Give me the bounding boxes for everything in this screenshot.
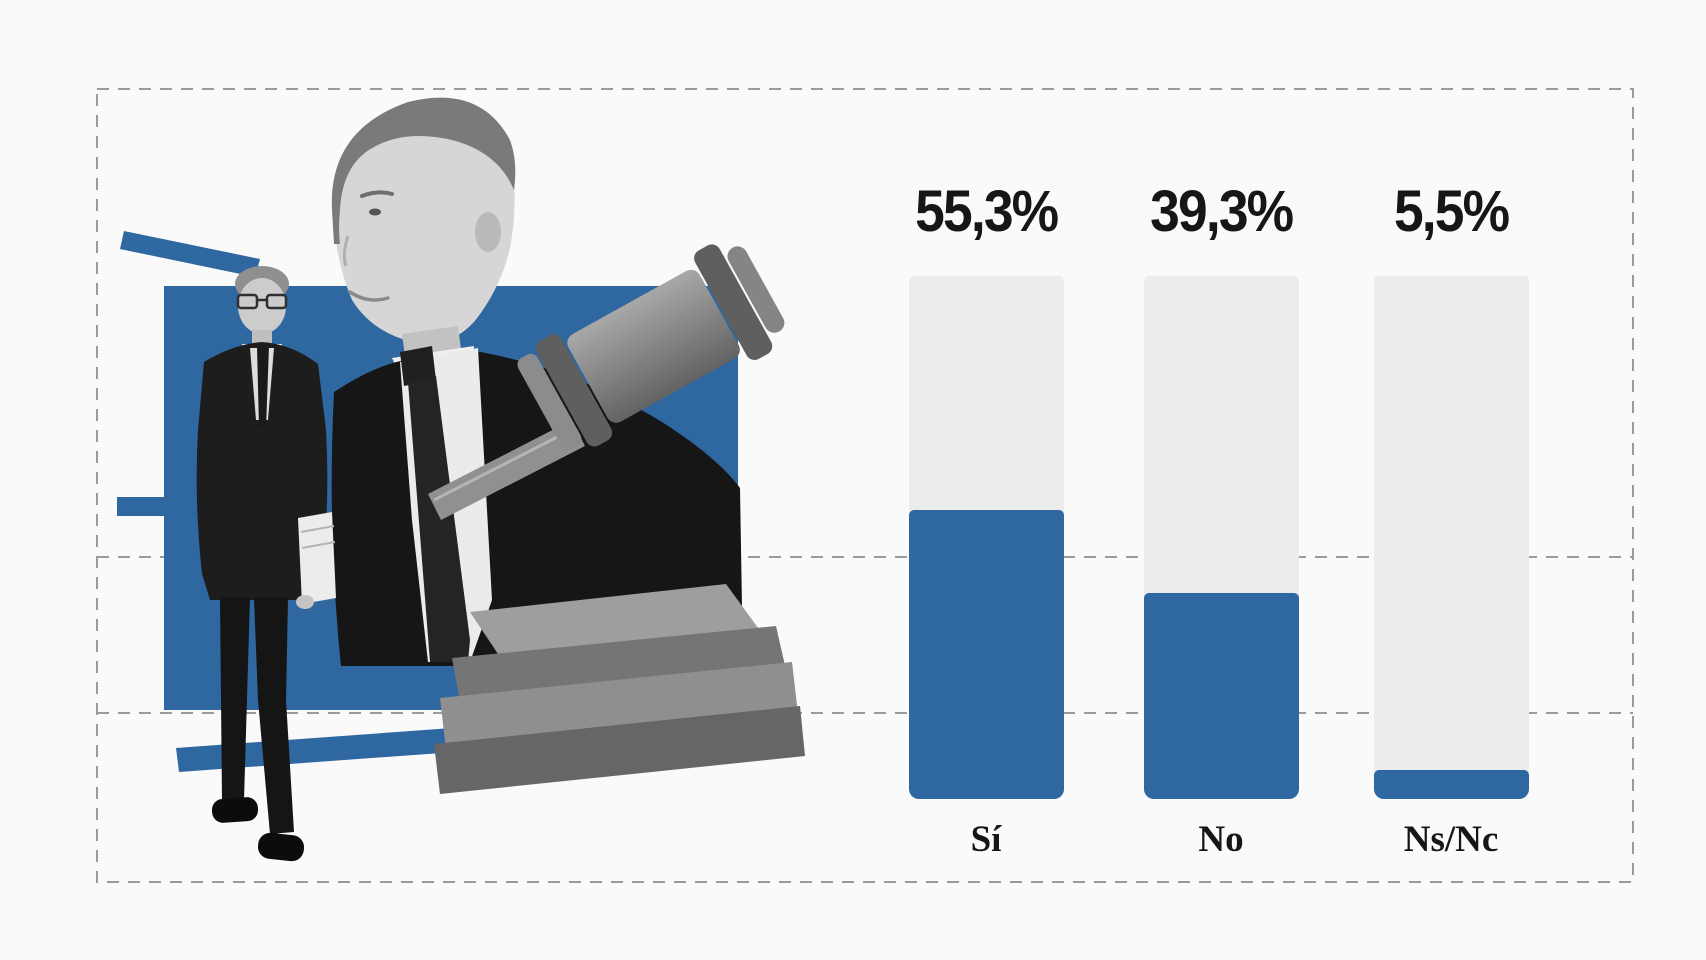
category-label-si: Sí <box>970 819 1002 860</box>
value-text: 55,3% <box>914 179 1059 244</box>
gavel-sound-block <box>434 584 805 794</box>
book <box>298 512 336 604</box>
dashed-frame <box>96 88 1634 883</box>
bar-track-nsnc <box>1374 276 1529 799</box>
value-text: 39,3% <box>1149 179 1294 244</box>
brushstroke-top-left <box>120 231 260 277</box>
category-label-nsnc: Ns/Nc <box>1403 819 1499 860</box>
value-label-nsnc: 5,5% <box>1301 178 1601 245</box>
value-label-no: 39,3% <box>1071 178 1371 245</box>
bar-fill-nsnc <box>1374 770 1529 799</box>
brushstroke-left <box>117 497 169 516</box>
politician-portrait-bw <box>331 97 743 666</box>
gavel-icon <box>428 244 785 520</box>
value-label-si: 55,3% <box>836 178 1136 245</box>
bar-fill-si <box>909 509 1064 799</box>
photo-collage <box>117 97 805 862</box>
bar-fill-no <box>1144 593 1299 799</box>
category-label-no: No <box>1198 819 1244 860</box>
politician-walking-bw <box>196 266 336 862</box>
bar-track-si <box>909 276 1064 799</box>
value-text: 5,5% <box>1393 179 1510 244</box>
bar-track-no <box>1144 276 1299 799</box>
